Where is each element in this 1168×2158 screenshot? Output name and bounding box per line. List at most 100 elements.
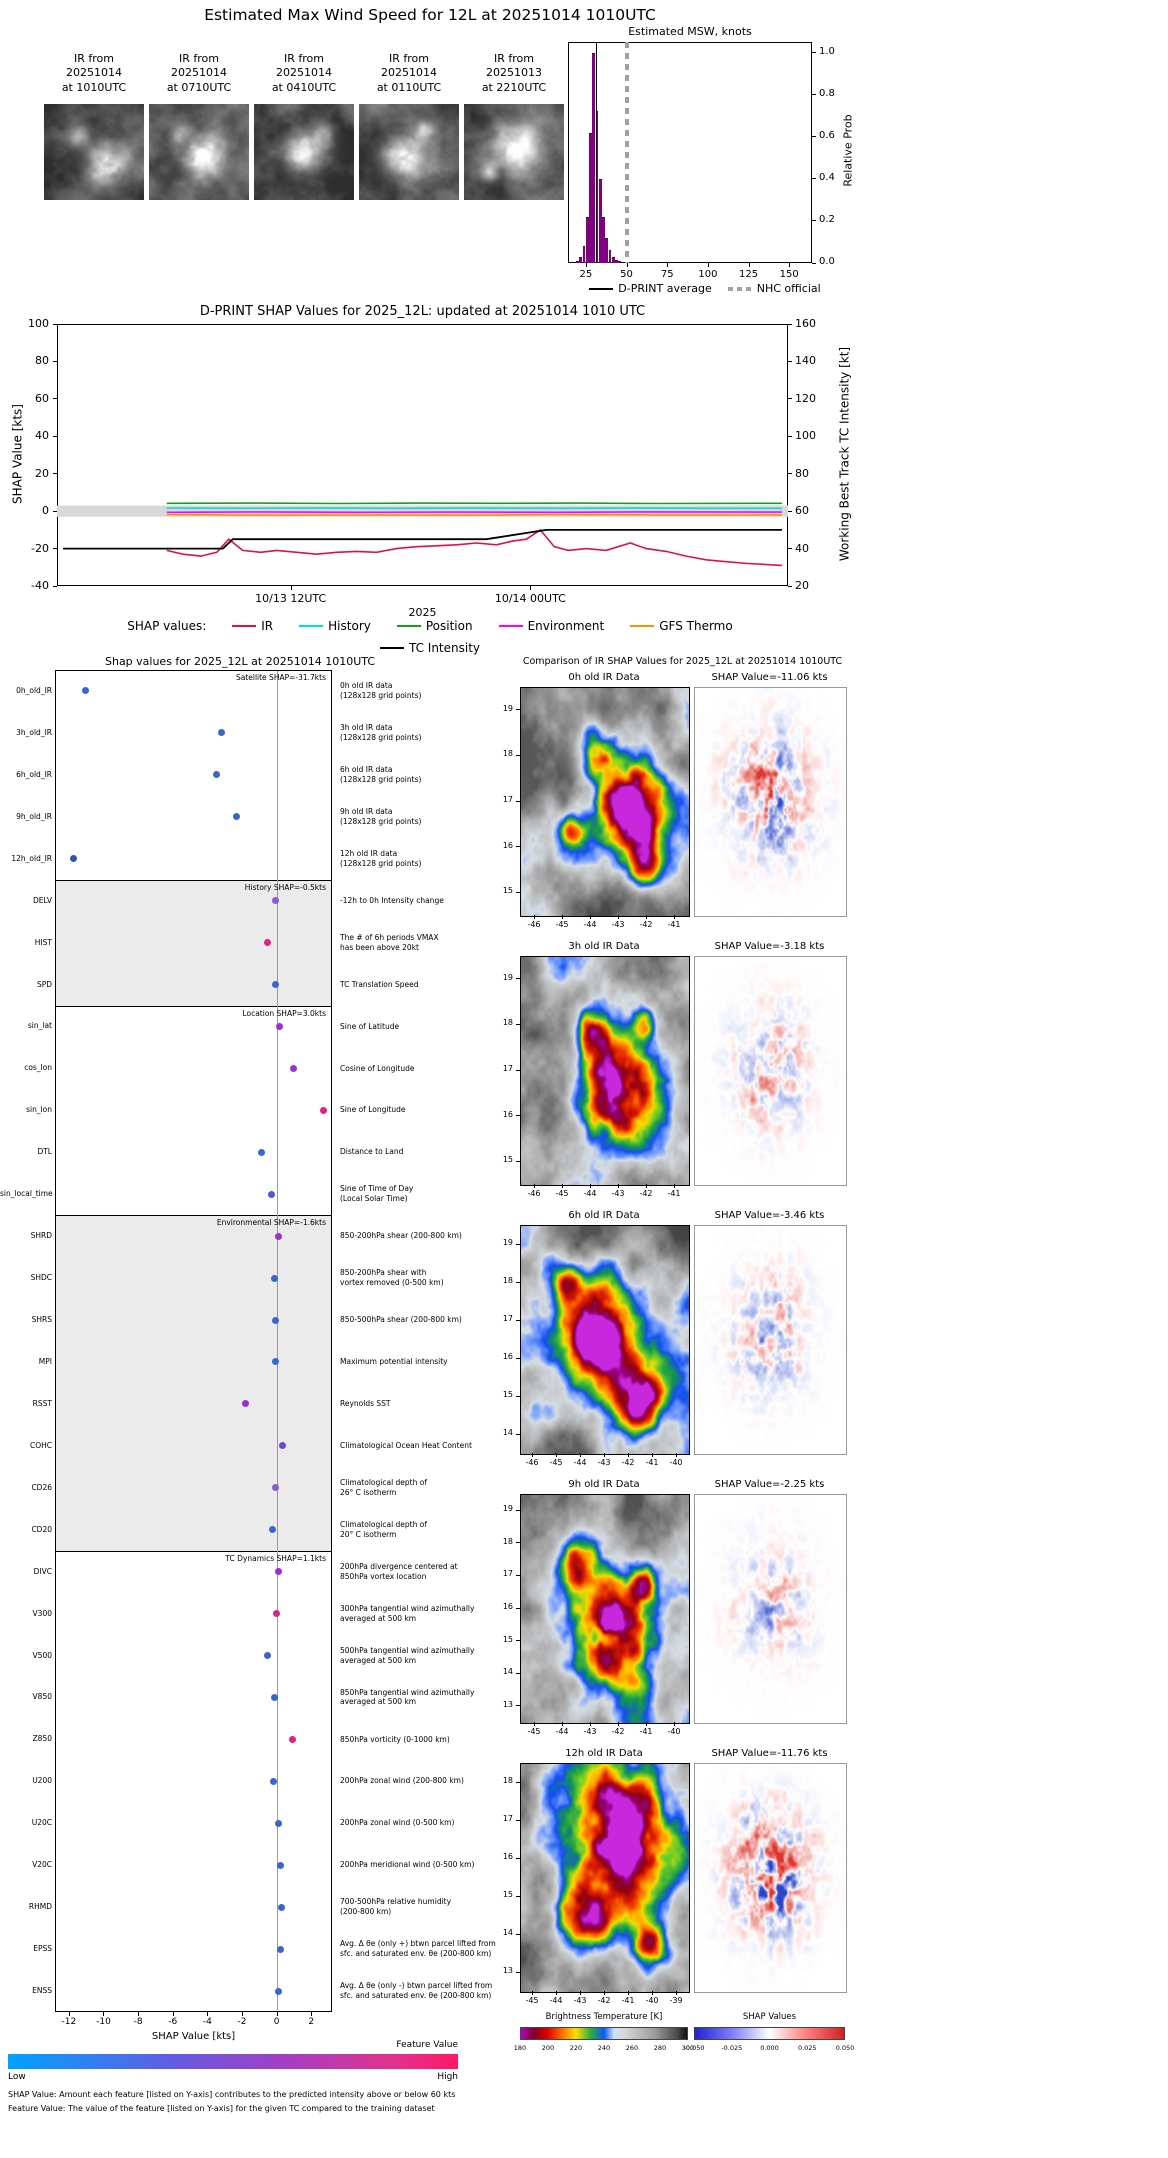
histogram-bar xyxy=(585,216,589,263)
map-ytick-mark xyxy=(516,1574,520,1576)
dprint-average-line xyxy=(595,42,598,263)
histogram-bar xyxy=(618,261,622,263)
legend-swatch xyxy=(379,646,404,650)
shap-dot xyxy=(274,1987,282,1995)
legend-label: History xyxy=(328,619,371,633)
hist-ytick-mark xyxy=(812,178,816,180)
feature-name: cos_lon xyxy=(24,1063,52,1073)
shap-dot xyxy=(271,1274,279,1282)
dotplot-xlabel: SHAP Value [kts] xyxy=(151,2031,236,2042)
series-ir xyxy=(166,528,783,567)
legend-series-ir: IR xyxy=(232,619,273,633)
shap-dot xyxy=(274,1232,282,1240)
ir-thumb-label: IR from 20251014 at 0410UTC xyxy=(271,52,337,94)
ir-thumbnail-image xyxy=(149,104,249,200)
map-xtick: -42 xyxy=(611,1727,625,1736)
map-ytick: 15 xyxy=(502,1390,513,1399)
ir-map-title: 12h old IR Data xyxy=(565,1748,643,1759)
shap-dot xyxy=(267,1190,275,1198)
feature-desc: Climatological depth of 20° C isotherm xyxy=(340,1519,427,1539)
histogram-bar xyxy=(611,256,615,263)
map-ytick: 16 xyxy=(502,1602,513,1611)
map-xtick: -43 xyxy=(573,1996,587,2005)
dotplot-frame xyxy=(55,670,332,2012)
ts-ytick-mark xyxy=(53,585,57,587)
hist-xtick-mark xyxy=(626,263,628,267)
map-xtick-mark xyxy=(674,1722,675,1726)
ts-ytick-right: 140 xyxy=(795,354,816,368)
map-xtick-mark xyxy=(590,915,591,919)
bt-colorbar-title: Brightness Temperature [K] xyxy=(545,2012,663,2022)
shap-dot xyxy=(217,729,225,737)
shap-colorbar-tick: -0.025 xyxy=(721,2044,743,2052)
hist-xtick-mark xyxy=(707,263,709,267)
hist-ytick-mark xyxy=(812,262,816,264)
map-xtick-mark xyxy=(532,1991,533,1995)
timeseries-legend-row1: SHAP values: IR History Position Environment… xyxy=(20,619,840,633)
feature-desc: 200hPa zonal wind (0-500 km) xyxy=(340,1818,455,1828)
section-header: History SHAP=-0.5kts xyxy=(244,882,326,892)
map-xtick-mark xyxy=(628,1453,629,1457)
map-xtick: -40 xyxy=(669,1458,683,1467)
feature-name: RSST xyxy=(32,1398,52,1408)
map-xtick-mark xyxy=(590,1184,591,1188)
map-xtick-mark xyxy=(556,1991,557,1995)
ir-data-map xyxy=(520,1494,690,1724)
feature-name: V850 xyxy=(32,1692,52,1702)
legend-dprint-average: D-PRINT average xyxy=(589,282,712,295)
ir-data-map xyxy=(520,687,690,917)
bt-colorbar-tick: 280 xyxy=(653,2044,667,2052)
ts-ytick-right: 60 xyxy=(795,504,809,518)
map-ytick-mark xyxy=(516,1243,520,1245)
feature-name: CD26 xyxy=(31,1482,52,1492)
histogram-ytick: 0.4 xyxy=(819,171,835,183)
histogram-bar xyxy=(598,178,602,263)
bt-colorbar-tick: 260 xyxy=(625,2044,639,2052)
legend-swatch xyxy=(630,624,655,628)
feature-desc: 200hPa zonal wind (200-800 km) xyxy=(340,1776,464,1786)
ts-ytick-left: 40 xyxy=(35,429,49,443)
feature-name: EPSS xyxy=(33,1944,52,1954)
map-ytick: 15 xyxy=(502,1634,513,1644)
ts-ytick-right-mark xyxy=(788,548,792,550)
map-xtick-mark xyxy=(590,1722,591,1726)
feature-desc: Cosine of Longitude xyxy=(340,1063,415,1073)
ts-ytick-right-mark xyxy=(788,360,792,362)
feature-name: SHRS xyxy=(31,1315,52,1325)
legend-nhc-official: NHC official xyxy=(727,282,821,295)
timeseries-legend-row2: TC Intensity xyxy=(20,641,840,655)
dprint-average-label: D-PRINT average xyxy=(618,282,712,295)
section-divider xyxy=(55,879,332,881)
map-xtick: -41 xyxy=(621,1996,635,2005)
map-xtick-mark xyxy=(562,915,563,919)
histogram-ytick: 0.8 xyxy=(819,87,835,99)
dotplot-xtick-mark xyxy=(276,2012,278,2016)
dotplot-xtick: -6 xyxy=(168,2017,178,2027)
nhc-official-line-swatch xyxy=(727,286,752,291)
map-xtick-mark xyxy=(652,1991,653,1995)
legend-swatch xyxy=(232,624,257,628)
map-ytick-mark xyxy=(516,1895,520,1897)
feature-name: 9h_old_IR xyxy=(16,811,52,821)
ir-map-title: 9h old IR Data xyxy=(568,1479,640,1490)
feature-desc: Sine of Latitude xyxy=(340,1021,400,1031)
feature-desc: Climatological depth of 26° C isotherm xyxy=(340,1478,427,1497)
shap-value-map xyxy=(694,687,847,917)
feature-desc: 6h old IR data (128x128 grid points) xyxy=(340,765,422,784)
shap-dot xyxy=(272,981,280,989)
ir-data-map xyxy=(520,1225,690,1455)
map-xtick: -41 xyxy=(645,1458,659,1467)
timeseries-ylabel-right: Working Best Track TC Intensity [kt] xyxy=(837,346,852,562)
ts-ytick-right: 20 xyxy=(795,579,809,592)
map-xtick-mark xyxy=(580,1453,581,1457)
feature-desc: The # of 6h periods VMAX has been above … xyxy=(340,932,439,952)
map-ytick-mark xyxy=(516,1069,520,1071)
map-xtick-mark xyxy=(676,1453,677,1457)
feature-desc: 12h old IR data (128x128 grid points) xyxy=(340,848,422,868)
feature-name: SHRD xyxy=(30,1231,52,1241)
histogram-xtick: 75 xyxy=(660,269,674,280)
feature-name: V300 xyxy=(32,1608,52,1618)
map-xtick-mark xyxy=(646,1184,647,1188)
shap-value-map xyxy=(694,956,847,1186)
ir-thumb-label: IR from 20251014 at 1010UTC xyxy=(61,52,127,94)
